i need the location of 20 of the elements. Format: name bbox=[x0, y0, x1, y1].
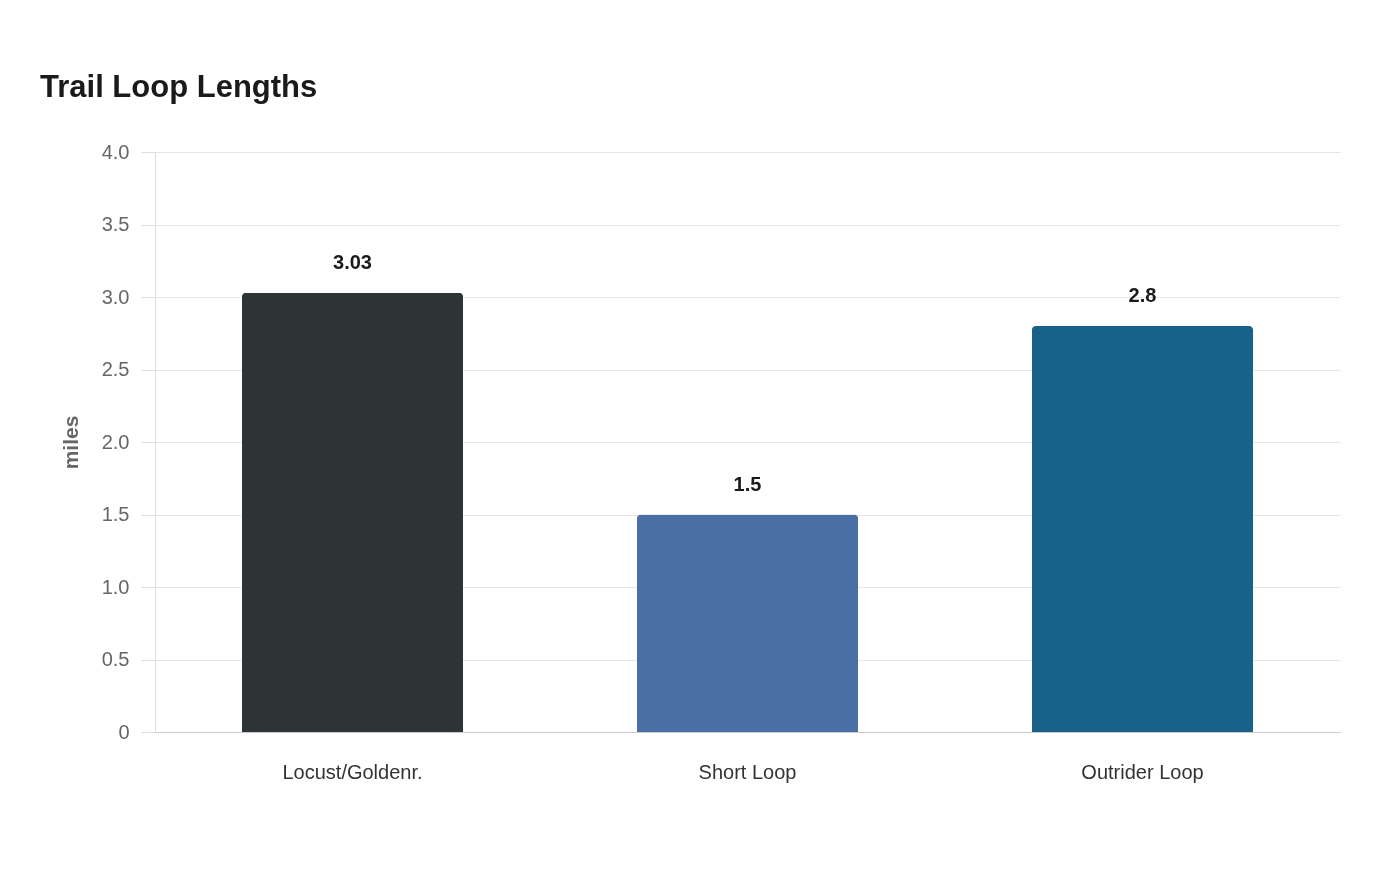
y-tick-label: 0 bbox=[118, 720, 130, 743]
y-tick-label: 2.5 bbox=[101, 358, 130, 380]
x-tick-label: Outrider Loop bbox=[1081, 760, 1204, 783]
y-tick-label: 3.0 bbox=[101, 285, 130, 308]
data-label: 3.03 bbox=[333, 250, 372, 273]
x-tick-label: Locust/Goldenr. bbox=[282, 760, 423, 783]
bar bbox=[636, 514, 859, 732]
y-tick-label: 3.5 bbox=[101, 213, 130, 235]
bar bbox=[241, 292, 464, 732]
y-tick-label: 2.0 bbox=[101, 430, 130, 453]
bar bbox=[1031, 326, 1254, 732]
y-tick-label: 1.5 bbox=[101, 503, 130, 525]
y-tick-label: 4.0 bbox=[101, 140, 130, 163]
y-tick-label: 1.0 bbox=[101, 575, 130, 598]
y-tick-label: 0.5 bbox=[101, 648, 130, 670]
data-label: 1.5 bbox=[733, 472, 762, 495]
x-tick-label: Short Loop bbox=[698, 760, 797, 783]
chart-title: Trail Loop Lengths bbox=[40, 69, 318, 104]
y-axis-title: miles bbox=[58, 415, 82, 470]
data-label: 2.8 bbox=[1128, 284, 1157, 306]
